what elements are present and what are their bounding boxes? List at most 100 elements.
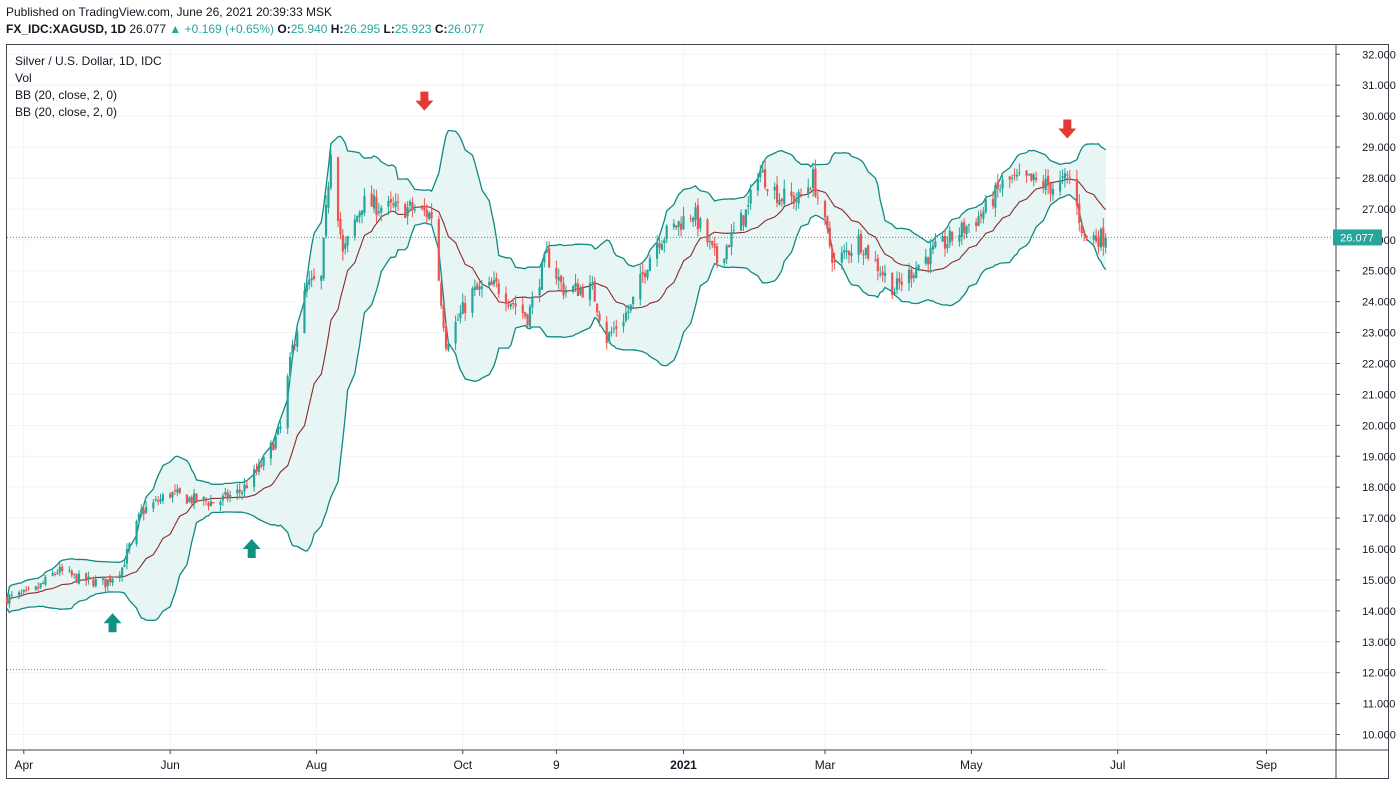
candle-body (104, 578, 107, 588)
candle (178, 487, 181, 495)
candle (140, 504, 143, 518)
candle-body (219, 501, 222, 506)
candle-body (576, 283, 580, 297)
candle-body (279, 426, 282, 429)
candle (859, 229, 863, 255)
candle-body (504, 293, 508, 304)
candle-body (699, 218, 702, 229)
candle-body (420, 207, 424, 209)
candle (104, 578, 107, 593)
candle (255, 463, 258, 476)
candle-body (694, 207, 697, 220)
candle (1097, 230, 1100, 254)
candle (219, 499, 222, 512)
candle-body (912, 275, 915, 278)
candle-body (572, 286, 575, 293)
candle (324, 195, 328, 239)
header-bar: Published on TradingView.com, June 26, 2… (0, 0, 1396, 44)
candle-body (188, 497, 191, 502)
candle-body (360, 210, 364, 215)
candle-body (826, 216, 829, 230)
candle-body (440, 282, 443, 306)
candle-body (528, 306, 532, 327)
candle-body (910, 269, 913, 280)
candle-body (917, 264, 920, 270)
candle (77, 569, 81, 585)
candle (442, 301, 445, 332)
chart-frame (6, 44, 1389, 779)
candle (1013, 168, 1016, 181)
candle-body (1032, 174, 1035, 181)
arrow-up-icon (103, 613, 122, 633)
candle (193, 489, 196, 509)
candle (490, 277, 493, 286)
candle-body (346, 236, 349, 246)
candle-body (10, 594, 13, 596)
candle-body (389, 199, 392, 203)
candle (975, 218, 978, 232)
candle-body (8, 595, 11, 604)
candle-body (255, 469, 258, 472)
candle-body (17, 592, 21, 596)
candle (257, 458, 260, 476)
candle-body (540, 262, 544, 290)
candle (428, 210, 431, 221)
candle-body (524, 312, 527, 317)
candle-body (68, 570, 71, 572)
candle (960, 220, 963, 246)
candle (1049, 181, 1052, 202)
candle (958, 227, 961, 247)
candle (562, 276, 565, 300)
candle-body (783, 188, 786, 205)
candle (778, 193, 781, 206)
candle-body (689, 218, 692, 220)
candle-body (715, 246, 719, 264)
candle-body (1047, 175, 1050, 186)
candle (226, 489, 229, 503)
candle (545, 241, 548, 253)
candle-body (864, 247, 867, 255)
candle-body (137, 513, 141, 521)
candle (665, 224, 668, 244)
candle-body (111, 579, 114, 584)
price-tick-label: 32.000 (1362, 49, 1396, 61)
candle-body (404, 204, 407, 219)
candle (61, 564, 64, 575)
candle (598, 310, 601, 327)
candle-body (1035, 177, 1038, 180)
candle-body (960, 222, 963, 238)
candle-body (324, 204, 328, 236)
candle-body (473, 286, 476, 291)
candle-body (1097, 238, 1100, 247)
candle (413, 204, 416, 213)
candle-body (641, 272, 644, 275)
candle (579, 284, 582, 297)
candle-body (159, 498, 162, 502)
candle (236, 483, 239, 501)
candle (622, 313, 625, 333)
legend-vol: Vol (15, 71, 32, 85)
candle (531, 291, 534, 315)
candle-body (624, 312, 628, 321)
candle (915, 261, 918, 279)
arrow-down-icon (1058, 119, 1077, 139)
candle (907, 263, 911, 292)
candle-body (943, 236, 947, 249)
candle (792, 192, 795, 210)
candle-body (1102, 227, 1105, 247)
candle-body (495, 277, 498, 282)
candle-body (677, 221, 680, 227)
candle (212, 501, 215, 504)
candle (420, 204, 424, 211)
candle-body (857, 235, 860, 255)
time-tick-label: Jun (160, 758, 179, 772)
candle (581, 283, 584, 299)
candle (999, 184, 1002, 193)
candle-body (691, 217, 695, 222)
candle (327, 181, 330, 214)
candle-body (236, 489, 239, 494)
candle (691, 216, 695, 227)
candle-body (185, 494, 189, 504)
candle-body (142, 509, 145, 515)
